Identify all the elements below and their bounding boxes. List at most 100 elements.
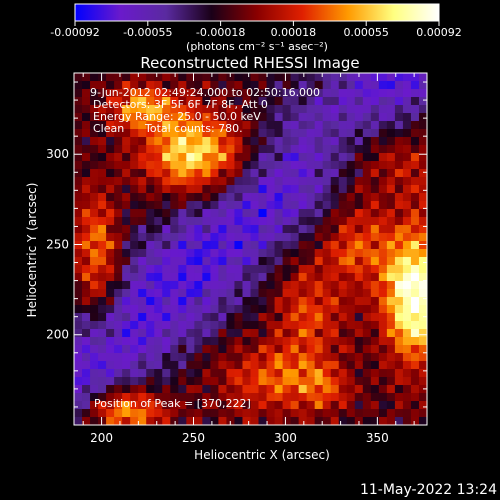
heatmap-cell bbox=[74, 369, 83, 378]
heatmap-cell bbox=[162, 257, 171, 266]
heatmap-cell bbox=[170, 137, 179, 146]
heatmap-cell bbox=[178, 353, 187, 362]
heatmap-cell bbox=[186, 137, 195, 146]
heatmap-cell bbox=[218, 89, 228, 98]
heatmap-cell bbox=[186, 385, 195, 394]
heatmap-cell bbox=[258, 201, 268, 210]
heatmap-cell bbox=[186, 305, 195, 314]
heatmap-cell bbox=[250, 241, 260, 250]
heatmap-cell bbox=[370, 153, 380, 162]
heatmap-cell bbox=[114, 401, 123, 410]
heatmap-cell bbox=[282, 225, 292, 234]
heatmap-cell bbox=[266, 241, 276, 250]
heatmap-cell bbox=[90, 129, 99, 138]
heatmap-cell bbox=[242, 225, 252, 234]
heatmap-cell bbox=[74, 97, 83, 106]
heatmap-cell bbox=[242, 121, 252, 130]
heatmap-cell bbox=[114, 329, 123, 338]
heatmap-cell bbox=[362, 209, 372, 218]
heatmap-cell bbox=[306, 385, 316, 394]
heatmap-cell bbox=[170, 153, 179, 162]
heatmap-cell bbox=[74, 337, 83, 346]
heatmap-cell bbox=[98, 265, 107, 274]
heatmap-cell bbox=[362, 393, 372, 402]
heatmap-cell bbox=[218, 161, 228, 170]
heatmap-cell bbox=[418, 177, 427, 186]
heatmap-cell bbox=[314, 377, 324, 386]
heatmap-cell bbox=[306, 249, 316, 258]
heatmap-cell bbox=[370, 233, 380, 242]
heatmap-cell bbox=[338, 249, 348, 258]
heatmap-cell bbox=[138, 105, 147, 114]
heatmap-cell bbox=[146, 289, 155, 298]
heatmap-cell bbox=[362, 145, 372, 154]
heatmap-cell bbox=[346, 409, 356, 418]
heatmap-cell bbox=[306, 265, 316, 274]
y-axis-label: Heliocentric Y (arcsec) bbox=[25, 183, 39, 318]
heatmap-cell bbox=[242, 97, 252, 106]
heatmap-cell bbox=[298, 169, 308, 178]
heatmap-cell bbox=[178, 153, 187, 162]
heatmap-cell bbox=[130, 265, 139, 274]
heatmap-cell bbox=[226, 225, 236, 234]
heatmap-cell bbox=[146, 393, 155, 402]
heatmap-cell bbox=[362, 89, 372, 98]
heatmap-cell bbox=[202, 305, 211, 314]
heatmap-cell bbox=[410, 201, 420, 210]
heatmap-cell bbox=[386, 273, 396, 282]
heatmap-cell bbox=[410, 169, 420, 178]
heatmap-cell bbox=[194, 401, 203, 410]
heatmap-cell bbox=[290, 217, 300, 226]
heatmap-cell bbox=[138, 249, 147, 258]
heatmap-cell bbox=[106, 73, 115, 82]
heatmap-cell bbox=[218, 313, 228, 322]
heatmap-cell bbox=[258, 417, 268, 425]
heatmap-cell bbox=[114, 81, 123, 90]
heatmap-cell bbox=[378, 297, 388, 306]
heatmap-cell bbox=[210, 121, 220, 130]
heatmap-cell bbox=[354, 169, 364, 178]
heatmap-cell bbox=[106, 369, 115, 378]
heatmap-cell bbox=[418, 97, 427, 106]
heatmap-cell bbox=[154, 393, 163, 402]
heatmap-cell bbox=[234, 273, 244, 282]
y-tick-label: 300 bbox=[46, 147, 69, 161]
heatmap-cell bbox=[370, 377, 380, 386]
heatmap-cell bbox=[146, 97, 155, 106]
heatmap-cell bbox=[346, 265, 356, 274]
heatmap-cell bbox=[418, 233, 427, 242]
heatmap-cell bbox=[282, 129, 292, 138]
heatmap-cell bbox=[362, 169, 372, 178]
heatmap-cell bbox=[74, 129, 83, 138]
heatmap-cell bbox=[90, 97, 99, 106]
heatmap-cell bbox=[258, 225, 268, 234]
heatmap-cell bbox=[250, 225, 260, 234]
heatmap-cell bbox=[74, 201, 83, 210]
heatmap-cell bbox=[130, 201, 139, 210]
heatmap-cell bbox=[130, 81, 139, 90]
heatmap-cell bbox=[410, 73, 420, 82]
heatmap-cell bbox=[402, 73, 412, 82]
heatmap-cell bbox=[370, 97, 380, 106]
heatmap-cell bbox=[218, 289, 228, 298]
heatmap-cell bbox=[146, 353, 155, 362]
heatmap-cell bbox=[386, 257, 396, 266]
heatmap-cell bbox=[194, 369, 203, 378]
heatmap-cell bbox=[258, 401, 268, 410]
heatmap-cell bbox=[402, 81, 412, 90]
heatmap-cell bbox=[370, 401, 380, 410]
heatmap-cell bbox=[186, 105, 195, 114]
heatmap-cell bbox=[138, 401, 147, 410]
heatmap-cell bbox=[170, 281, 179, 290]
heatmap-cell bbox=[314, 105, 324, 114]
heatmap-cell bbox=[122, 233, 131, 242]
heatmap-cell bbox=[186, 281, 195, 290]
heatmap-cell bbox=[130, 337, 139, 346]
heatmap-cell bbox=[106, 257, 115, 266]
heatmap-cell bbox=[122, 129, 131, 138]
heatmap-cell bbox=[218, 417, 228, 425]
heatmap-cell bbox=[162, 417, 171, 425]
heatmap-cell bbox=[266, 281, 276, 290]
heatmap-cell bbox=[290, 185, 300, 194]
heatmap-cell bbox=[258, 361, 268, 370]
